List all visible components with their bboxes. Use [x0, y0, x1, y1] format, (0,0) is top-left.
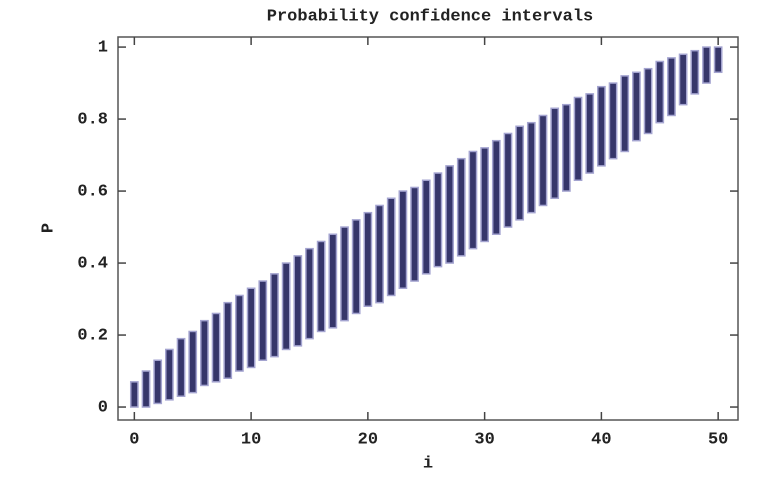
interval-bar: [480, 147, 489, 243]
interval-bar: [515, 125, 525, 221]
y-tick-label: 0.4: [77, 255, 108, 274]
interval-bar: [316, 240, 326, 333]
x-tick-label: 20: [358, 430, 378, 449]
y-tick-label: 0.6: [77, 183, 108, 202]
x-tick-label: 30: [474, 430, 494, 449]
plot-frame: [117, 36, 739, 421]
interval-bar: [585, 93, 595, 174]
y-tick-label: 0: [98, 399, 108, 418]
interval-bar: [620, 75, 630, 153]
interval-bar: [141, 370, 151, 408]
interval-bar: [153, 359, 163, 405]
interval-bar: [398, 190, 408, 290]
interval-bar: [655, 60, 665, 124]
interval-bar: [468, 150, 478, 250]
interval-bar: [281, 262, 291, 351]
interval-bar: [375, 204, 384, 304]
interval-bar: [632, 71, 641, 142]
interval-bar: [690, 49, 700, 95]
interval-bar: [351, 219, 361, 315]
interval-bar: [270, 273, 279, 358]
interval-bar: [678, 53, 688, 106]
interval-bar: [410, 186, 419, 282]
x-tick-label: 10: [241, 430, 261, 449]
interval-bar: [491, 139, 501, 236]
interval-bar: [573, 96, 583, 182]
interval-bar: [235, 294, 244, 372]
y-tick-label: 0.2: [77, 327, 108, 346]
chart-title: Probability confidence intervals: [267, 7, 593, 26]
interval-bar: [667, 57, 676, 117]
interval-bar: [597, 85, 606, 167]
y-axis-label: P: [39, 223, 58, 233]
interval-bar: [176, 337, 186, 397]
interval-bar: [643, 67, 653, 135]
interval-bar: [526, 121, 536, 214]
interval-bar: [293, 255, 303, 347]
interval-bar: [211, 312, 221, 383]
interval-bar: [702, 46, 711, 84]
interval-bar: [246, 287, 256, 369]
interval-bar: [223, 301, 233, 379]
interval-bar: [421, 179, 431, 275]
y-tick-label: 0.8: [77, 111, 108, 130]
interval-bar: [328, 233, 338, 329]
interval-bar: [445, 165, 454, 264]
interval-bar: [165, 348, 174, 401]
interval-bar: [456, 157, 466, 257]
interval-bar: [503, 132, 513, 228]
x-tick-label: 40: [591, 430, 611, 449]
interval-bar: [386, 197, 396, 297]
interval-bar: [561, 103, 571, 192]
interval-bar: [200, 319, 209, 387]
x-tick-label: 50: [708, 430, 728, 449]
x-axis-label: i: [423, 454, 433, 473]
x-tick-label: 0: [129, 430, 139, 449]
interval-bar: [538, 114, 548, 207]
interval-bar: [608, 82, 618, 160]
interval-bar: [363, 211, 373, 308]
interval-bar: [433, 172, 443, 268]
interval-bar: [305, 247, 314, 340]
interval-bar: [550, 107, 560, 200]
y-tick-label: 1: [98, 39, 108, 58]
interval-bar: [188, 330, 198, 394]
interval-bar: [129, 381, 139, 408]
interval-bar: [258, 280, 268, 361]
interval-bar: [340, 226, 349, 322]
interval-bar: [713, 46, 723, 74]
